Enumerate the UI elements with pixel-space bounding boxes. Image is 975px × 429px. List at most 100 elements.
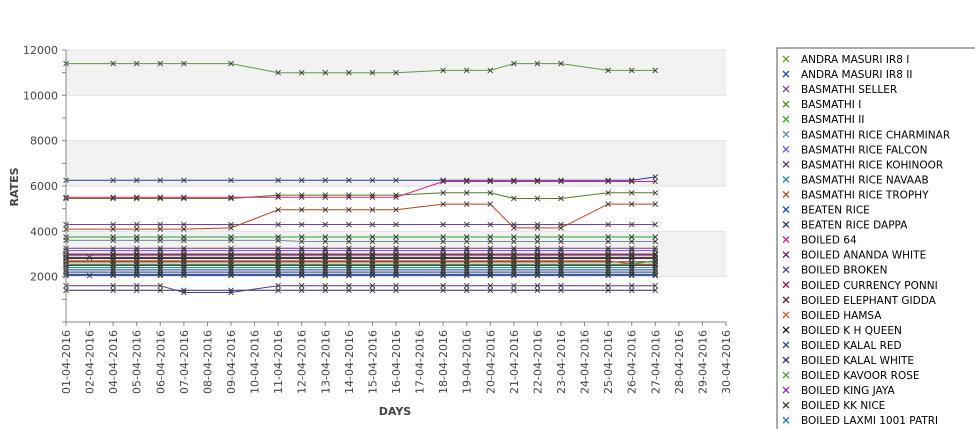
data-point (393, 245, 399, 252)
data-point (534, 195, 541, 202)
data-point (605, 261, 611, 268)
data-point (322, 271, 329, 278)
data-point (628, 67, 635, 74)
data-point (487, 254, 494, 261)
data-point (322, 69, 329, 76)
data-point (558, 272, 564, 279)
data-point (228, 60, 234, 67)
data-point (558, 245, 564, 252)
data-point (628, 234, 635, 240)
data-point (605, 221, 611, 228)
legend-marker (782, 236, 790, 244)
data-point (298, 267, 305, 273)
x-tick-label: 22-04-2016 (531, 330, 544, 394)
data-point (275, 221, 281, 228)
x-tick-label: 07-04-2016 (178, 330, 191, 394)
x-tick-label: 25-04-2016 (602, 330, 615, 394)
x-tick-label: 21-04-2016 (508, 330, 521, 394)
x-tick-label: 09-04-2016 (225, 330, 238, 394)
data-point (463, 234, 470, 240)
data-point (605, 282, 611, 289)
data-point (440, 267, 446, 273)
data-point (487, 189, 494, 196)
data-point (511, 234, 517, 240)
legend-marker (782, 221, 790, 229)
plot-bands (66, 50, 726, 277)
data-point (463, 272, 470, 279)
data-point (463, 267, 470, 273)
data-point (487, 272, 494, 279)
data-point (487, 201, 494, 207)
data-point (605, 272, 611, 279)
legend-marker (782, 160, 790, 168)
data-point (346, 206, 352, 213)
data-point (346, 262, 352, 269)
data-point (181, 272, 187, 279)
legend-label: BASMATHI I (801, 99, 861, 111)
data-point (157, 254, 164, 261)
plot-band (66, 140, 726, 186)
data-point (652, 67, 659, 74)
data-point (652, 272, 659, 279)
data-point (181, 271, 187, 278)
data-point (322, 267, 329, 273)
x-tick-label: 19-04-2016 (461, 330, 474, 394)
data-point (275, 282, 281, 289)
data-point (157, 194, 164, 201)
data-point (511, 271, 517, 278)
data-point (511, 261, 517, 268)
data-point (369, 69, 376, 76)
legend-label: BOILED K H QUEEN (801, 325, 902, 337)
data-point (133, 261, 140, 268)
data-point (440, 261, 446, 268)
data-point (652, 178, 659, 185)
x-tick-label: 20-04-2016 (484, 330, 497, 394)
data-point (605, 67, 611, 74)
data-point (628, 221, 635, 228)
data-point (628, 261, 635, 268)
legend-marker (782, 341, 790, 349)
data-point (369, 206, 376, 213)
x-tick-label: 05-04-2016 (131, 330, 144, 394)
legend-marker (782, 145, 790, 153)
data-point (369, 271, 376, 278)
legend-marker (782, 371, 790, 379)
data-point (487, 267, 494, 273)
x-tick-label: 15-04-2016 (366, 330, 379, 394)
x-tick-label: 13-04-2016 (319, 330, 332, 394)
data-point (133, 287, 140, 294)
data-point (298, 234, 305, 240)
data-point (652, 238, 659, 245)
x-tick-label: 08-04-2016 (201, 330, 214, 394)
data-point (628, 272, 635, 279)
data-point (463, 262, 470, 269)
data-point (369, 262, 376, 269)
legend-box (776, 47, 975, 429)
data-point (181, 221, 187, 228)
legend-marker (782, 190, 790, 198)
data-point (110, 254, 116, 261)
data-point (228, 289, 234, 296)
data-point (463, 245, 470, 252)
x-tick-label: 18-04-2016 (437, 330, 450, 394)
data-point (558, 225, 564, 231)
data-point (511, 282, 517, 289)
data-point (511, 238, 517, 245)
data-point (181, 237, 187, 244)
data-point (346, 271, 352, 278)
data-point (369, 194, 376, 201)
data-point (369, 282, 376, 289)
x-tick-label: 16-04-2016 (390, 330, 403, 394)
data-point (487, 178, 494, 185)
data-point (534, 282, 541, 289)
y-tick-label: 2000 (30, 271, 58, 284)
legend-label: BOILED 64 (801, 235, 857, 247)
legend-label: BOILED LAXMI 1001 PATRI (801, 415, 938, 427)
data-point (346, 238, 352, 245)
data-point (534, 272, 541, 279)
data-point (369, 287, 376, 294)
data-point (228, 225, 234, 231)
data-point (275, 287, 281, 294)
legend-label: ANDRA MASURI IR8 II (801, 69, 912, 81)
data-point (652, 254, 659, 261)
